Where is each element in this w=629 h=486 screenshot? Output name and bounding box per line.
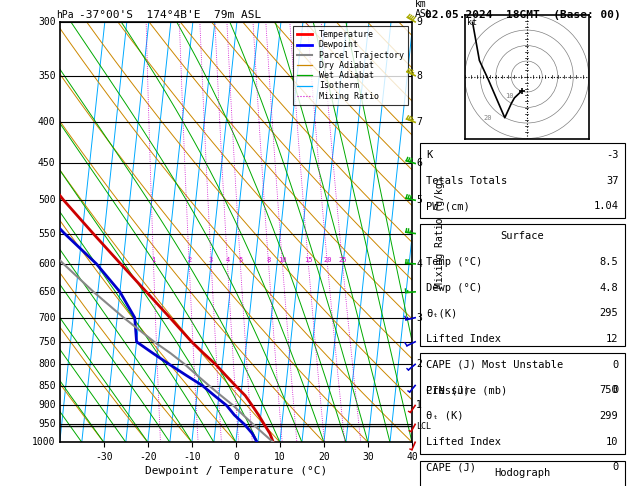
Text: 5: 5 — [416, 195, 422, 205]
Text: kt: kt — [467, 18, 477, 27]
Text: 900: 900 — [38, 400, 55, 411]
Bar — [420, 225, 625, 346]
Text: 1: 1 — [152, 257, 155, 263]
Text: 500: 500 — [38, 195, 55, 205]
Text: CAPE (J): CAPE (J) — [426, 462, 476, 472]
Text: Lifted Index: Lifted Index — [426, 436, 501, 447]
Text: 4: 4 — [225, 257, 230, 263]
Text: 7: 7 — [416, 117, 422, 127]
X-axis label: Dewpoint / Temperature (°C): Dewpoint / Temperature (°C) — [145, 466, 327, 476]
Text: 8: 8 — [416, 70, 422, 81]
Text: hPa: hPa — [57, 10, 74, 20]
Text: Most Unstable: Most Unstable — [482, 360, 563, 369]
Text: 1.04: 1.04 — [594, 202, 618, 211]
Text: Pressure (mb): Pressure (mb) — [426, 385, 508, 395]
Bar — [420, 143, 625, 218]
Text: 10: 10 — [606, 436, 618, 447]
Text: -37°00'S  174°4B'E  79m ASL: -37°00'S 174°4B'E 79m ASL — [79, 10, 261, 20]
Text: 299: 299 — [599, 411, 618, 421]
Text: θₜ (K): θₜ (K) — [426, 411, 464, 421]
Text: 300: 300 — [38, 17, 55, 27]
Text: 550: 550 — [38, 228, 55, 239]
Text: 3: 3 — [416, 312, 422, 323]
Text: 2: 2 — [416, 359, 422, 369]
Text: 600: 600 — [38, 259, 55, 269]
Text: 9: 9 — [416, 17, 422, 27]
Text: θₜ(K): θₜ(K) — [426, 308, 457, 318]
Text: km
ASL: km ASL — [415, 0, 433, 19]
Text: 10: 10 — [278, 257, 287, 263]
Bar — [420, 353, 625, 454]
Legend: Temperature, Dewpoint, Parcel Trajectory, Dry Adiabat, Wet Adiabat, Isotherm, Mi: Temperature, Dewpoint, Parcel Trajectory… — [293, 26, 408, 105]
Text: 6: 6 — [416, 158, 422, 169]
Text: 0: 0 — [612, 462, 618, 472]
Text: CAPE (J): CAPE (J) — [426, 360, 476, 369]
Text: 8.5: 8.5 — [599, 257, 618, 267]
Text: 850: 850 — [38, 381, 55, 391]
Text: 750: 750 — [38, 337, 55, 347]
Text: CIN (J): CIN (J) — [426, 385, 470, 395]
Text: 450: 450 — [38, 158, 55, 169]
Text: -3: -3 — [606, 150, 618, 160]
Text: 02.05.2024  18GMT  (Base: 00): 02.05.2024 18GMT (Base: 00) — [425, 10, 620, 20]
Text: 20: 20 — [484, 115, 492, 121]
Text: 10: 10 — [505, 93, 514, 99]
Text: Totals Totals: Totals Totals — [426, 176, 508, 186]
Text: 37: 37 — [606, 176, 618, 186]
Text: 25: 25 — [338, 257, 347, 263]
Text: PW (cm): PW (cm) — [426, 202, 470, 211]
Text: 350: 350 — [38, 70, 55, 81]
Text: 800: 800 — [38, 359, 55, 369]
Text: 5: 5 — [238, 257, 242, 263]
Text: Mixing Ratio (g/kg): Mixing Ratio (g/kg) — [435, 176, 445, 288]
Text: Surface: Surface — [501, 231, 544, 241]
Text: 0: 0 — [612, 360, 618, 369]
Bar — [420, 461, 625, 486]
Text: 1000: 1000 — [32, 437, 55, 447]
Text: 950: 950 — [38, 419, 55, 429]
Text: Dewp (°C): Dewp (°C) — [426, 282, 482, 293]
Text: 3: 3 — [209, 257, 213, 263]
Text: 700: 700 — [38, 312, 55, 323]
Text: 4.8: 4.8 — [599, 282, 618, 293]
Text: 4: 4 — [416, 259, 422, 269]
Text: 2: 2 — [187, 257, 191, 263]
Text: 12: 12 — [606, 334, 618, 344]
Text: 1: 1 — [416, 400, 422, 411]
Text: 20: 20 — [323, 257, 331, 263]
Text: K: K — [426, 150, 433, 160]
Text: 400: 400 — [38, 117, 55, 127]
Text: 650: 650 — [38, 287, 55, 297]
Text: 750: 750 — [599, 385, 618, 395]
Text: Temp (°C): Temp (°C) — [426, 257, 482, 267]
Text: Lifted Index: Lifted Index — [426, 334, 501, 344]
Text: 8: 8 — [266, 257, 270, 263]
Text: LCL: LCL — [416, 422, 431, 431]
Text: Hodograph: Hodograph — [494, 468, 550, 478]
Text: 0: 0 — [612, 385, 618, 395]
Text: 15: 15 — [304, 257, 313, 263]
Text: 295: 295 — [599, 308, 618, 318]
